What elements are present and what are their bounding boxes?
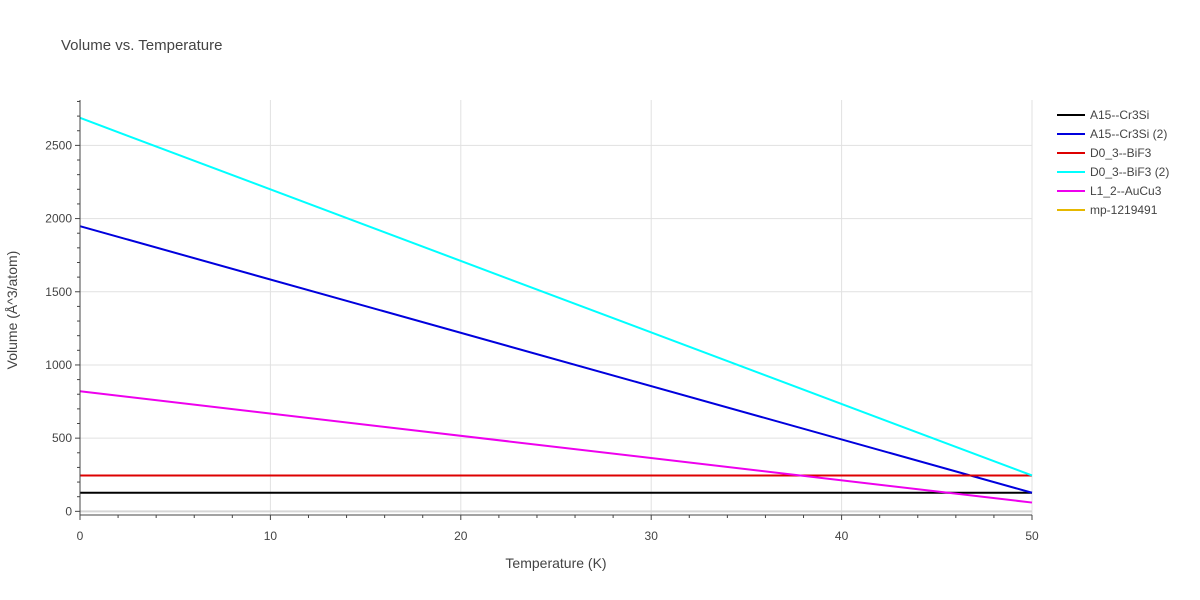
y-tick-label: 0 [65, 504, 72, 518]
y-axis-title: Volume (Å^3/atom) [4, 251, 20, 370]
grid-layer [80, 100, 1033, 515]
y-tick-label: 1500 [45, 285, 72, 299]
legend-label: D0_3--BiF3 [1090, 146, 1152, 160]
y-tick-label: 2500 [45, 138, 72, 152]
series-line-3 [79, 116, 1033, 477]
y-tick-label: 2000 [45, 212, 72, 226]
chart-title: Volume vs. Temperature [61, 37, 222, 54]
legend-label: mp-1219491 [1090, 203, 1158, 217]
x-tick-label: 40 [835, 529, 849, 543]
x-tick-label: 30 [645, 529, 659, 543]
y-tick-label: 1000 [45, 358, 72, 372]
x-tick-label: 10 [264, 529, 278, 543]
series-layer [79, 116, 1033, 504]
series-line-1 [79, 225, 1033, 494]
legend: A15--Cr3Si A15--Cr3Si (2) D0_3--BiF3 D0_3--… [1057, 108, 1169, 217]
legend-label: A15--Cr3Si [1090, 108, 1149, 122]
y-tick-label: 500 [52, 431, 72, 445]
legend-label: A15--Cr3Si (2) [1090, 127, 1167, 141]
x-tick-label: 20 [454, 529, 468, 543]
legend-label: L1_2--AuCu3 [1090, 184, 1162, 198]
x-tick-label: 50 [1025, 529, 1039, 543]
x-tick-label: 0 [77, 529, 84, 543]
x-axis-title: Temperature (K) [505, 555, 606, 571]
legend-label: D0_3--BiF3 (2) [1090, 165, 1169, 179]
series-line-4 [79, 390, 1033, 504]
